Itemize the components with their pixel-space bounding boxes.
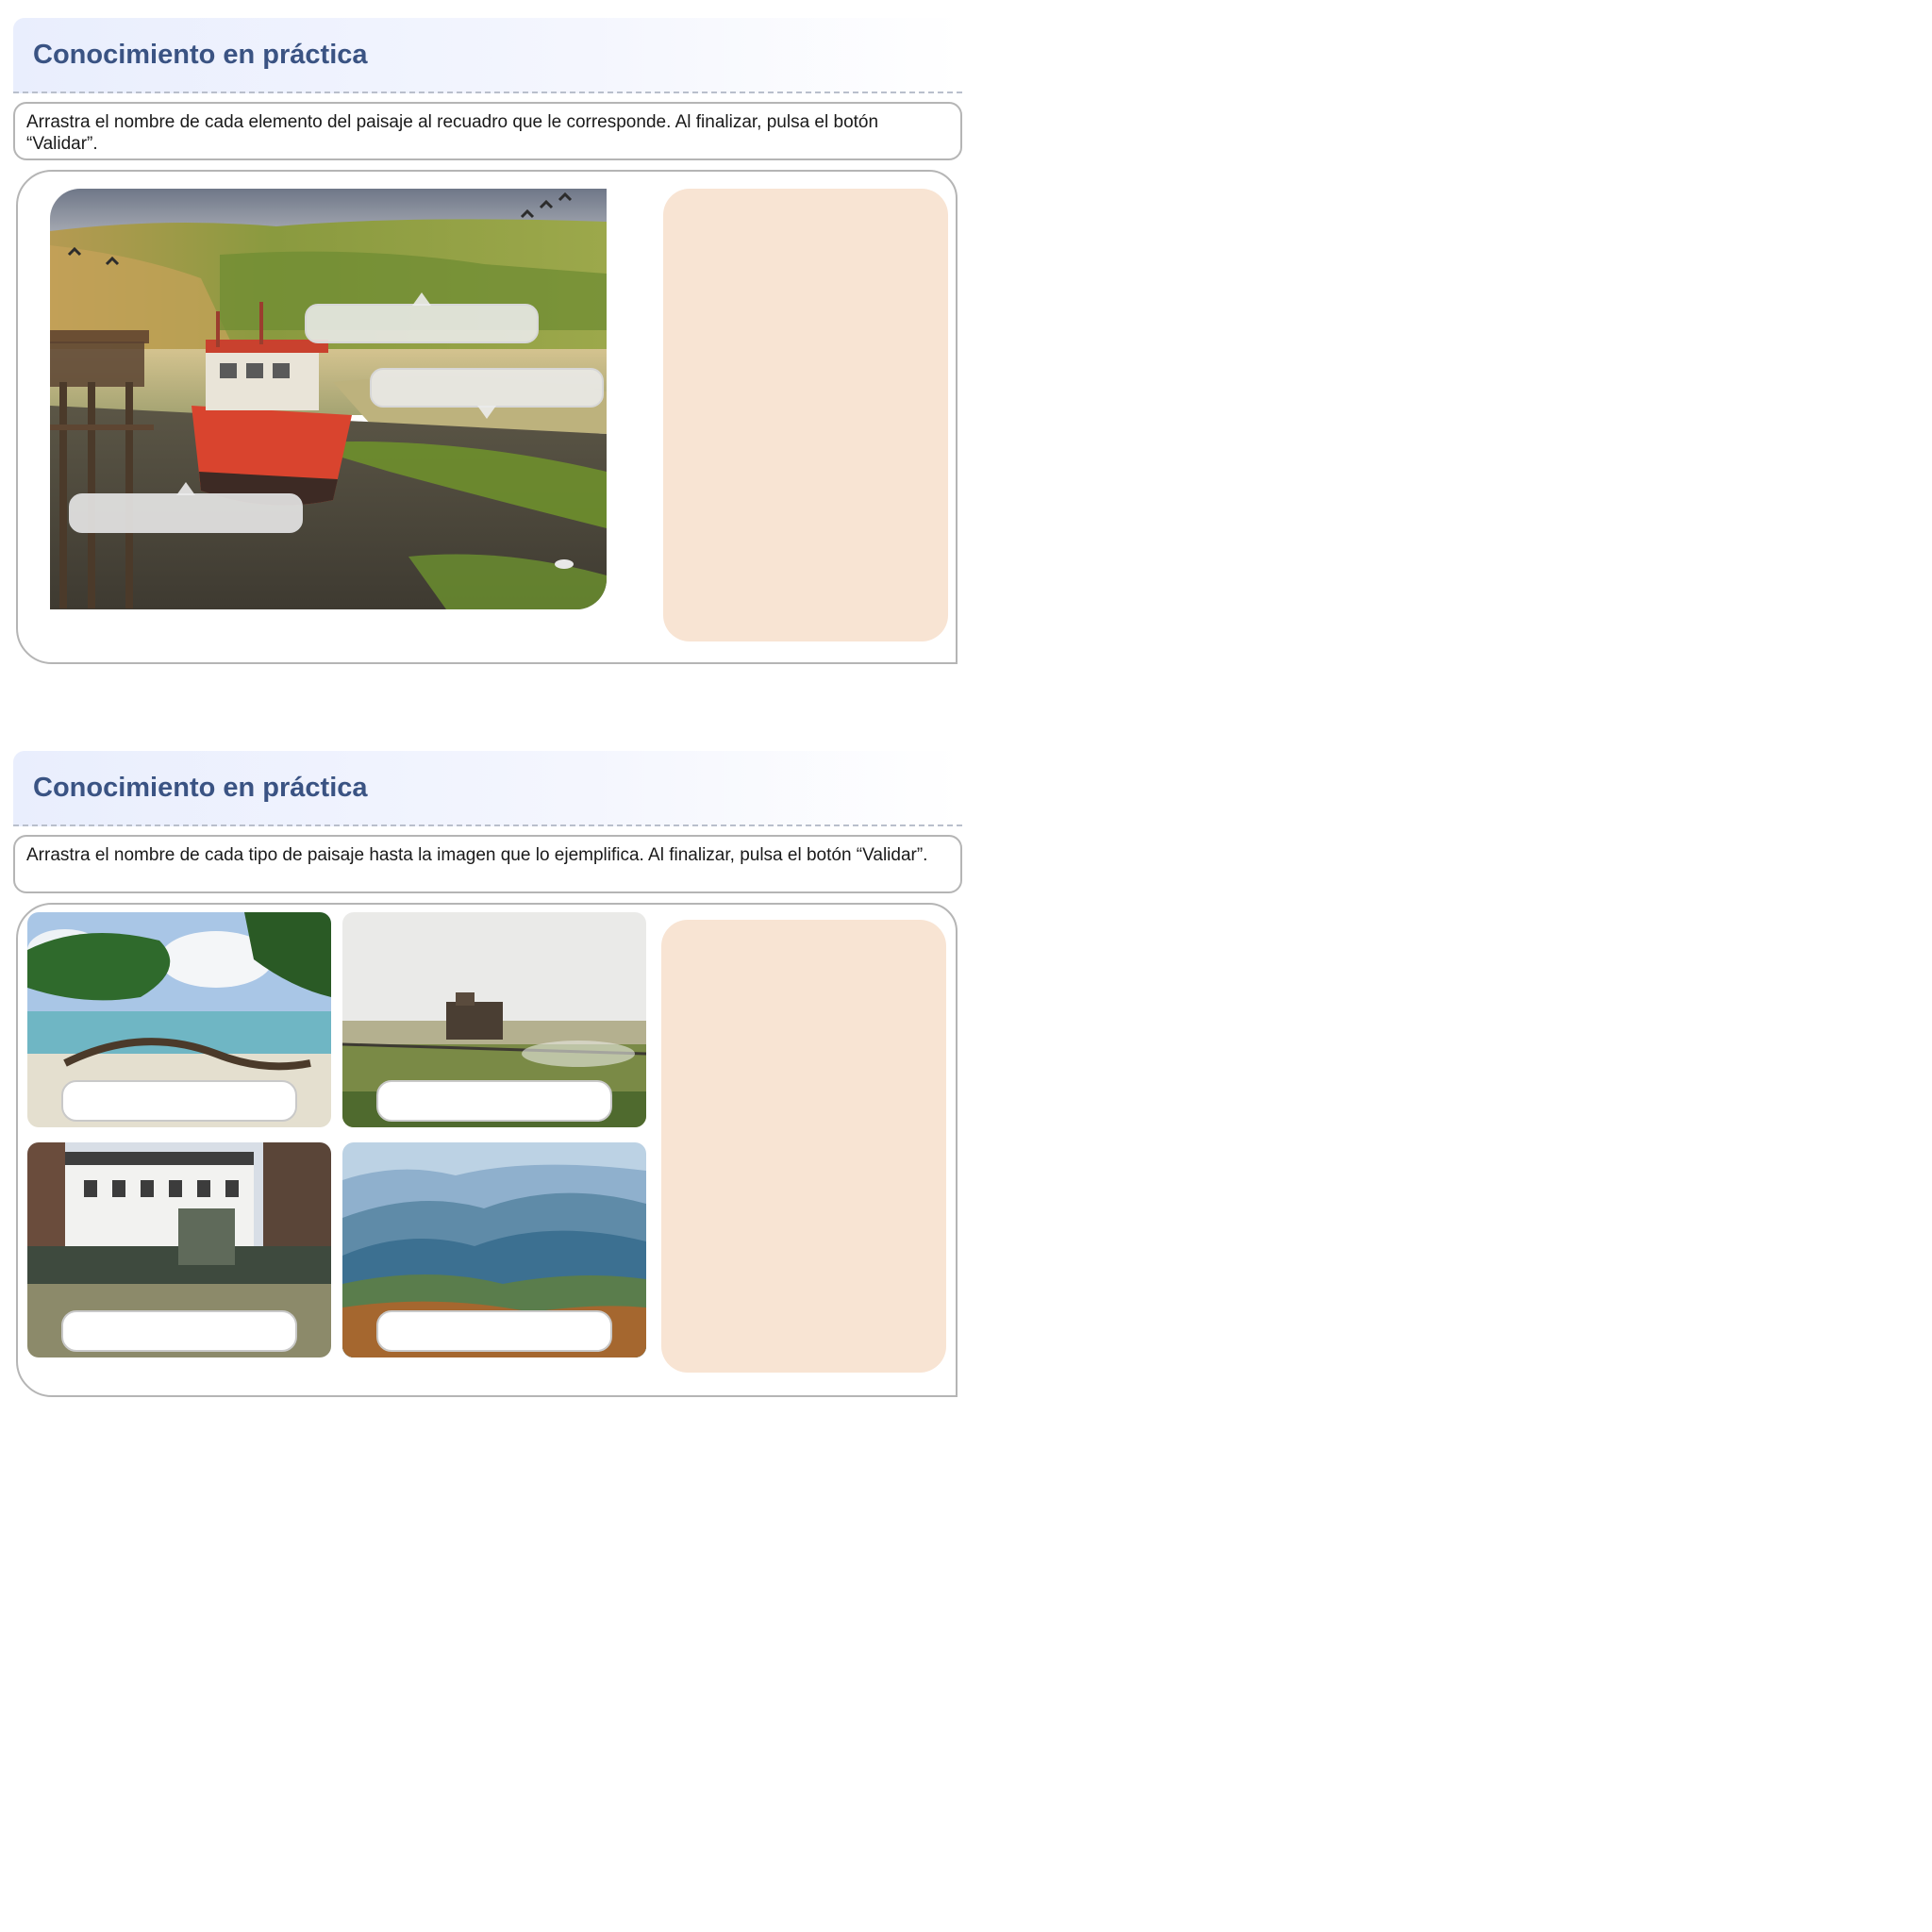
drop-target-city[interactable] — [61, 1310, 297, 1352]
tile-mountains — [342, 1142, 646, 1357]
word-bank[interactable] — [663, 189, 948, 641]
drop-target-1[interactable] — [305, 292, 539, 343]
workspace — [16, 903, 958, 1397]
activity-header: Conocimiento en práctica — [13, 18, 962, 93]
activity-header: Conocimiento en práctica — [13, 751, 962, 826]
word-bank[interactable] — [661, 920, 946, 1373]
tile-beach — [27, 912, 331, 1127]
tile-farm — [342, 912, 646, 1127]
workspace — [16, 170, 958, 664]
drop-target-mountains[interactable] — [376, 1310, 612, 1352]
drop-target-farm[interactable] — [376, 1080, 612, 1122]
drop-target-beach[interactable] — [61, 1080, 297, 1122]
drop-target-2[interactable] — [370, 368, 604, 419]
landscape-photo — [50, 189, 607, 609]
instruction-box: Arrastra el nombre de cada elemento del … — [13, 102, 962, 160]
tile-city — [27, 1142, 331, 1357]
activity-1: Conocimiento en práctica Arrastra el nom… — [13, 18, 962, 664]
instruction-box: Arrastra el nombre de cada tipo de paisa… — [13, 835, 962, 893]
activity-title: Conocimiento en práctica — [33, 39, 368, 70]
activity-2: Conocimiento en práctica Arrastra el nom… — [13, 751, 962, 1397]
activity-title: Conocimiento en práctica — [33, 772, 368, 803]
drop-target-3[interactable] — [69, 482, 303, 533]
